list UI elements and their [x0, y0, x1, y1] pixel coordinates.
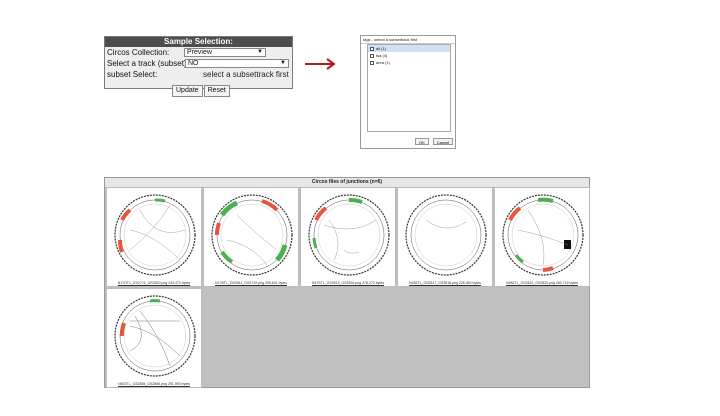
circos-gallery: Circos files of junctions (n=6) N1?DTL_G…: [104, 177, 590, 388]
checkbox-icon[interactable]: [370, 60, 374, 65]
thumbnail-caption[interactable]: N482TL_GS2817_GS2818.png 226,462 bytes: [409, 281, 481, 285]
dialog-title: tags - select a subsettrack first: [361, 36, 455, 44]
dialog-list: all (1) tsa (4) area (1): [367, 44, 451, 132]
circos-thumbnail-5[interactable]: N482TL_GS2819_GS2820.png 260,716 bytes: [494, 187, 590, 287]
circos-plot-image: [114, 295, 196, 377]
circos-plot-image: [114, 194, 196, 276]
list-item-label: area (1): [376, 60, 391, 65]
subset-message: select a subsettrack first: [203, 70, 289, 79]
subset-dialog: tags - select a subsettrack first all (1…: [360, 35, 456, 149]
right-arrow-icon: [305, 58, 336, 70]
circos-thumbnail-2[interactable]: N1?BTL_GS2811_GS2?10.png 295,641 bytes: [203, 187, 299, 287]
circos-thumbnail-3[interactable]: N4?STL_GS2815_GS2816.png 278,270 bytes: [300, 187, 396, 287]
ok-button[interactable]: OK: [415, 138, 429, 145]
chevron-down-icon: ▼: [257, 49, 263, 55]
circos-thumbnail-6[interactable]: N602TL_GS2865_GS2866.png 251,990 bytes: [106, 288, 202, 388]
thumbnail-caption[interactable]: N1?DTL_GS2??4_GS2820.png 243,470 bytes: [117, 281, 191, 285]
checkbox-icon[interactable]: [370, 53, 374, 58]
list-item[interactable]: all (1): [368, 45, 450, 52]
reset-button[interactable]: Reset: [203, 85, 230, 97]
thumbnail-caption[interactable]: N4?STL_GS2815_GS2816.png 278,270 bytes: [311, 281, 385, 285]
checkbox-icon[interactable]: [370, 46, 374, 51]
circos-plot-image: [405, 194, 487, 276]
circos-plot-image: [211, 194, 293, 276]
chevron-down-icon: ▼: [280, 60, 286, 66]
circos-plot-image: [502, 194, 584, 276]
thumbnail-caption[interactable]: N602TL_GS2865_GS2866.png 251,990 bytes: [118, 382, 190, 386]
list-item-label: all (1): [376, 46, 387, 51]
panel-buttons: Update Reset: [172, 77, 231, 97]
collection-value: Preview: [187, 49, 212, 56]
circos-thumbnail-1[interactable]: N1?DTL_GS2??4_GS2820.png 243,470 bytes: [106, 187, 202, 287]
collection-label: Circos Collection:: [107, 48, 170, 57]
thumbnail-caption[interactable]: N482TL_GS2819_GS2820.png 260,716 bytes: [506, 281, 578, 285]
circos-thumbnail-4[interactable]: N482TL_GS2817_GS2818.png 226,462 bytes: [397, 187, 493, 287]
cancel-button[interactable]: Cancel: [433, 138, 453, 145]
list-item[interactable]: tsa (4): [368, 52, 450, 59]
list-item[interactable]: area (1): [368, 59, 450, 66]
circos-plot-image: [308, 194, 390, 276]
panel-title: Sample Selection:: [105, 37, 292, 47]
collection-row: Circos Collection: Preview ▼: [105, 47, 292, 58]
subset-row: subset Select: select a subsettrack firs…: [105, 69, 292, 80]
track-row: Select a track (subset) NO ▼: [105, 58, 292, 69]
track-select[interactable]: NO ▼: [185, 59, 289, 68]
sample-selection-panel: Sample Selection: Circos Collection: Pre…: [104, 36, 293, 97]
track-label: Select a track (subset): [107, 59, 187, 68]
update-button[interactable]: Update: [172, 85, 203, 97]
thumbnail-caption[interactable]: N1?BTL_GS2811_GS2?10.png 295,641 bytes: [215, 281, 287, 285]
track-value: NO: [188, 60, 199, 67]
list-item-label: tsa (4): [376, 53, 388, 58]
subset-label: subset Select:: [107, 70, 158, 79]
collection-select[interactable]: Preview ▼: [184, 48, 266, 57]
